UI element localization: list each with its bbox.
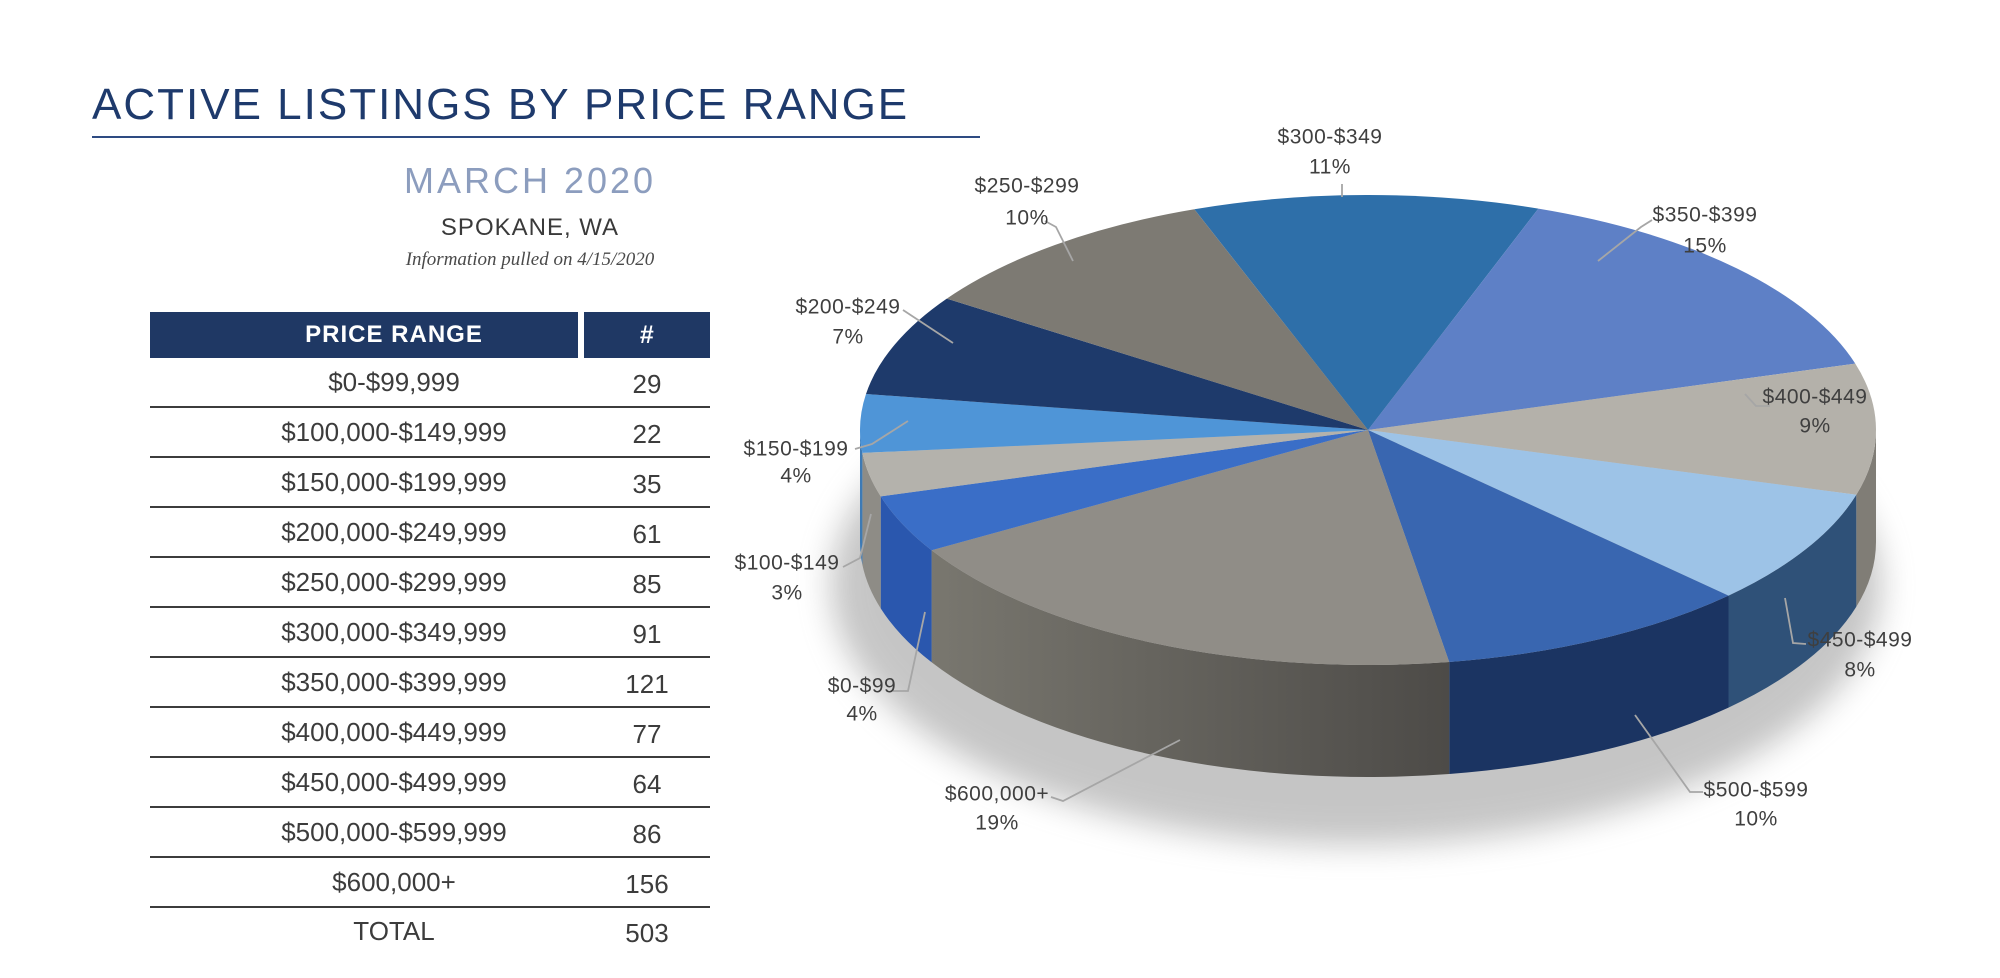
table-header-row: PRICE RANGE #	[150, 312, 710, 358]
slice-percent: 7%	[832, 326, 863, 349]
table-row: $350,000-$399,999 121	[150, 658, 710, 708]
count-cell: 86	[632, 819, 662, 849]
pie-slice	[1368, 363, 1876, 495]
pie-slice	[1194, 195, 1539, 430]
count-cell: 85	[632, 569, 662, 599]
slice-percent: 3%	[771, 582, 802, 605]
report-month: MARCH 2020	[403, 160, 657, 201]
table-row: $250,000-$299,999 85	[150, 558, 710, 608]
leader-line	[842, 513, 872, 568]
count-cell: 29	[632, 369, 662, 399]
count-cell: 22	[632, 419, 662, 449]
price-table: PRICE RANGE # $0-$99,999 29 $100,000-$149,…	[150, 312, 710, 954]
price-table-body: $0-$99,999 29 $100,000-$149,999 22 $150,000-…	[150, 358, 710, 908]
report-location: SPOKANE, WA	[440, 214, 620, 241]
price-range-cell: $500,000-$599,999	[281, 816, 507, 847]
slice-percent: 19%	[975, 812, 1019, 835]
pie-slice	[1368, 430, 1729, 662]
leader-line	[1044, 220, 1074, 262]
price-range-cell: $250,000-$299,999	[281, 566, 507, 597]
price-range-cell: $400,000-$449,999	[281, 716, 507, 747]
table-row: $400,000-$449,999 77	[150, 708, 710, 758]
leader-line	[854, 420, 909, 450]
count-cell: 35	[632, 469, 662, 499]
slice-label: $250-$299	[975, 175, 1080, 198]
slice-percent: 10%	[1005, 207, 1049, 230]
price-range-header: PRICE RANGE	[150, 312, 578, 358]
slice-percent: 4%	[780, 465, 811, 488]
title-underline	[92, 136, 980, 138]
pie-slice-side	[859, 430, 863, 565]
slice-label: $300-$349	[1278, 126, 1383, 149]
slice-percent: 9%	[1799, 415, 1830, 438]
slice-label: $0-$99	[828, 675, 896, 698]
slice-percent: 10%	[1734, 808, 1778, 831]
price-range-cell: $0-$99,999	[328, 366, 460, 397]
count-cell: 121	[625, 669, 669, 699]
leader-line	[893, 611, 926, 692]
slice-label: $450-$499	[1808, 629, 1913, 652]
slice-label: $350-$399	[1653, 204, 1758, 227]
table-row: $300,000-$349,999 91	[150, 608, 710, 658]
pie-slice	[866, 298, 1368, 430]
slice-percent: 8%	[1844, 659, 1875, 682]
table-row: $600,000+ 156	[150, 858, 710, 908]
slice-label: $150-$199	[744, 438, 849, 461]
slice-label: $600,000+	[945, 783, 1049, 806]
count-cell: 156	[625, 869, 669, 899]
pie-slice	[862, 430, 1368, 497]
price-range-cell: $600,000+	[332, 866, 456, 897]
pie-slice	[1368, 430, 1857, 596]
slice-label: $500-$599	[1704, 779, 1809, 802]
count-cell: 91	[632, 619, 662, 649]
slice-percent: 4%	[846, 703, 877, 726]
pie-slice	[946, 209, 1368, 430]
pie-slice-side	[931, 550, 1450, 778]
leader-line	[1597, 219, 1653, 262]
slice-percent: 15%	[1683, 235, 1727, 258]
table-total-row: TOTAL 503	[150, 908, 710, 954]
pie-slice	[1368, 208, 1856, 430]
pie-slice	[880, 430, 1368, 551]
slice-label: $100-$149	[735, 552, 840, 575]
pie-slice-side	[880, 496, 932, 663]
price-range-cell: $350,000-$399,999	[281, 666, 507, 697]
table-row: $100,000-$149,999 22	[150, 408, 710, 458]
slice-label: $400-$449	[1763, 386, 1868, 409]
count-header: #	[584, 312, 710, 358]
table-row: $450,000-$499,999 64	[150, 758, 710, 808]
leader-line	[1634, 714, 1703, 793]
leader-line	[1744, 393, 1770, 407]
price-range-cell: $450,000-$499,999	[281, 766, 507, 797]
table-row: $150,000-$199,999 35	[150, 458, 710, 508]
pie-slice	[931, 430, 1450, 666]
total-label: TOTAL	[353, 915, 435, 946]
leader-line	[1050, 739, 1181, 802]
data-pull-note: Information pulled on 4/15/2020	[405, 249, 655, 270]
count-cell: 77	[632, 719, 662, 749]
count-cell: 61	[632, 519, 662, 549]
pie-slice-side	[862, 452, 881, 609]
pie-slice-side	[1728, 494, 1857, 708]
price-range-cell: $300,000-$349,999	[281, 616, 507, 647]
price-range-cell: $150,000-$199,999	[281, 466, 507, 497]
count-cell: 64	[632, 769, 662, 799]
pie-slice	[859, 394, 1368, 453]
leader-line	[1784, 597, 1807, 645]
price-range-cell: $100,000-$149,999	[281, 416, 507, 447]
table-row: $0-$99,999 29	[150, 358, 710, 408]
slice-percent: 11%	[1309, 156, 1351, 179]
table-row: $500,000-$599,999 86	[150, 808, 710, 858]
pie-slice-side	[1449, 595, 1729, 774]
leader-line	[902, 309, 954, 344]
total-value: 503	[625, 918, 669, 948]
table-row: $200,000-$249,999 61	[150, 508, 710, 558]
pie-slice-side	[1856, 430, 1876, 607]
page-title: ACTIVE LISTINGS BY PRICE RANGE	[92, 80, 910, 129]
price-range-cell: $200,000-$249,999	[281, 516, 507, 547]
slice-label: $200-$249	[796, 296, 901, 319]
